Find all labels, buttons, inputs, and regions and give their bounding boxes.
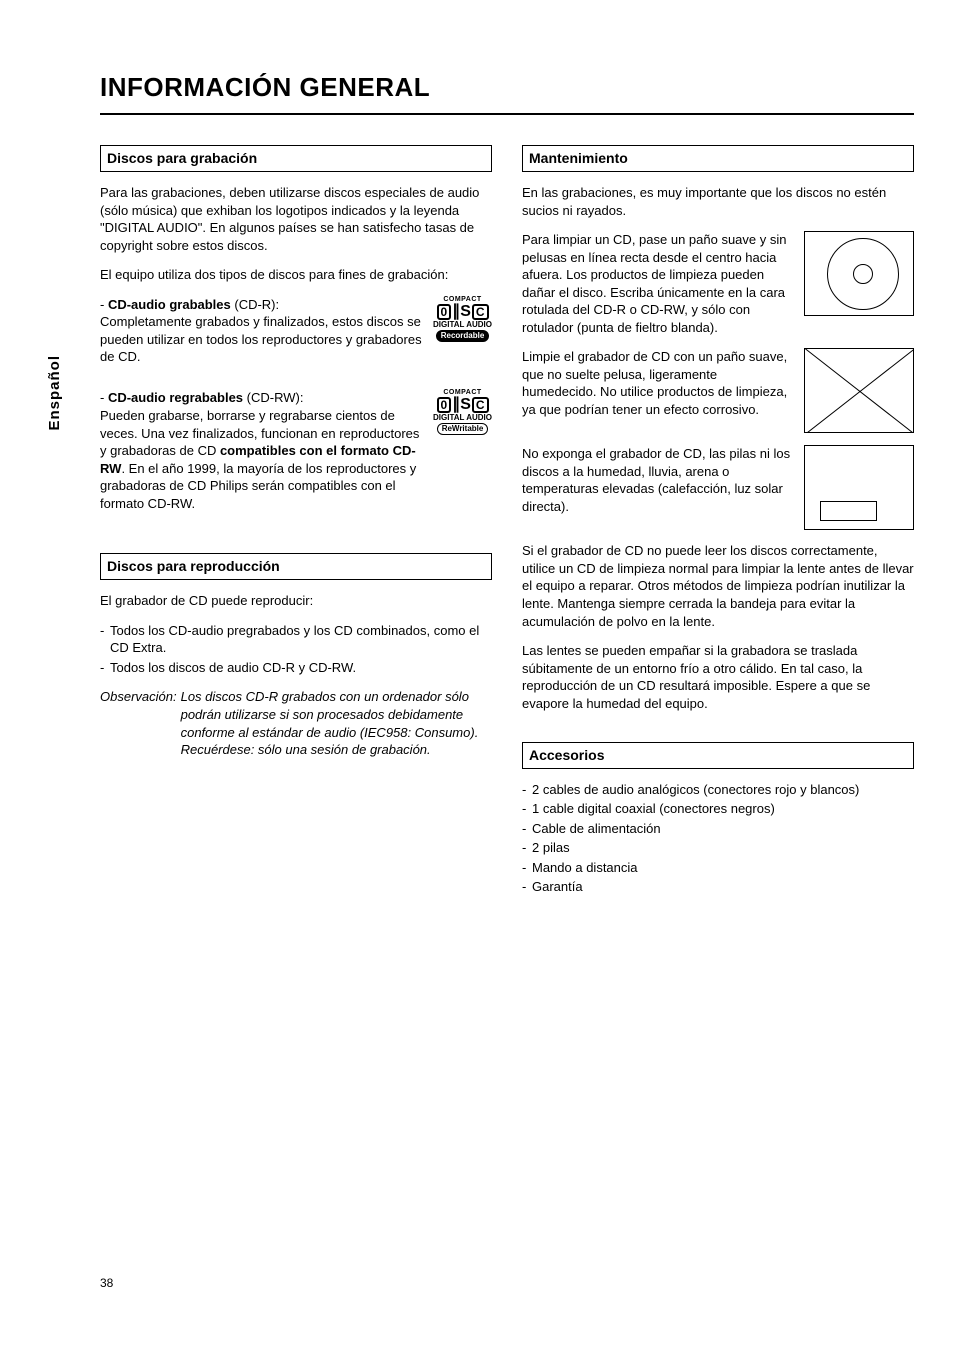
list-item: Todos los discos de audio CD-R y CD-RW. (100, 659, 492, 677)
digital-audio-label-2: DIGITAL AUDIO (433, 414, 492, 422)
maintenance-row-3: No exponga el grabador de CD, las pilas … (522, 445, 914, 530)
list-item: 2 pilas (522, 839, 914, 857)
cdrw-paren: (CD-RW): (243, 390, 303, 405)
recording-intro-2: El equipo utiliza dos tipos de discos pa… (100, 266, 492, 284)
page: Enspañol INFORMACIÓN GENERAL Discos para… (0, 0, 954, 1351)
maintenance-row-2: Limpie el grabador de CD con un paño sua… (522, 348, 914, 433)
cdr-title: CD-audio grabables (108, 297, 231, 312)
disc-icon-2: 0∥SC (437, 397, 489, 413)
compact-label-2: COMPACT (443, 389, 481, 396)
section-header-maintenance: Mantenimiento (522, 145, 914, 172)
section-header-recording-discs: Discos para grabación (100, 145, 492, 172)
list-item: 2 cables de audio analógicos (conectores… (522, 781, 914, 799)
recordable-badge: Recordable (436, 330, 490, 342)
playback-list: Todos los CD-audio pregrabados y los CD … (100, 622, 492, 677)
accessories-list: 2 cables de audio analógicos (conectores… (522, 781, 914, 896)
list-item: 1 cable digital coaxial (conectores negr… (522, 800, 914, 818)
list-item: Cable de alimentación (522, 820, 914, 838)
content-columns: Discos para grabación Para las grabacion… (100, 145, 914, 908)
list-item: Garantía (522, 878, 914, 896)
clean-disc-illustration (804, 231, 914, 316)
note-body: Los discos CD-R grabados con un ordenado… (181, 688, 492, 758)
no-heat-illustration (804, 445, 914, 530)
maintenance-p1: En las grabaciones, es muy importante qu… (522, 184, 914, 219)
no-solvents-illustration (804, 348, 914, 433)
observation-note: Observación: Los discos CD-R grabados co… (100, 688, 492, 758)
cdrw-block: - CD-audio regrabables (CD-RW): Pueden g… (100, 389, 492, 512)
disc-icon: 0∥SC (437, 304, 489, 320)
section-header-playback-discs: Discos para reproducción (100, 553, 492, 580)
section-header-accessories: Accesorios (522, 742, 914, 769)
language-tab: Enspañol (45, 355, 65, 431)
maintenance-p5: Si el grabador de CD no puede leer los d… (522, 542, 914, 630)
cdr-block: - CD-audio grabables (CD-R): Completamen… (100, 296, 492, 366)
right-column: Mantenimiento En las grabaciones, es muy… (522, 145, 914, 908)
cdrw-lead: - (100, 390, 108, 405)
maintenance-p6: Las lentes se pueden empañar si la graba… (522, 642, 914, 712)
cdr-text: - CD-audio grabables (CD-R): Completamen… (100, 296, 425, 366)
list-item: Todos los CD-audio pregrabados y los CD … (100, 622, 492, 657)
cdr-paren: (CD-R): (231, 297, 279, 312)
compact-label: COMPACT (443, 296, 481, 303)
cdrw-rest2: . En el año 1999, la mayoría de los repr… (100, 461, 416, 511)
recording-intro-1: Para las grabaciones, deben utilizarse d… (100, 184, 492, 254)
maintenance-row-1: Para limpiar un CD, pase un paño suave y… (522, 231, 914, 336)
cdrw-title: CD-audio regrabables (108, 390, 243, 405)
playback-intro: El grabador de CD puede reproducir: (100, 592, 492, 610)
cdrw-logo: COMPACT 0∥SC DIGITAL AUDIO ReWritable (433, 389, 492, 435)
cdr-lead: - (100, 297, 108, 312)
cdrw-text: - CD-audio regrabables (CD-RW): Pueden g… (100, 389, 425, 512)
cdr-rest: Completamente grabados y finalizados, es… (100, 314, 422, 364)
rewritable-badge: ReWritable (437, 423, 489, 435)
digital-audio-label: DIGITAL AUDIO (433, 321, 492, 329)
page-title: INFORMACIÓN GENERAL (100, 70, 914, 115)
cdr-logo: COMPACT 0∥SC DIGITAL AUDIO Recordable (433, 296, 492, 342)
note-label: Observación: (100, 688, 177, 758)
left-column: Discos para grabación Para las grabacion… (100, 145, 492, 908)
maintenance-p2: Para limpiar un CD, pase un paño suave y… (522, 231, 794, 336)
list-item: Mando a distancia (522, 859, 914, 877)
page-number: 38 (100, 1275, 113, 1291)
maintenance-p3: Limpie el grabador de CD con un paño sua… (522, 348, 794, 418)
maintenance-p4: No exponga el grabador de CD, las pilas … (522, 445, 794, 515)
